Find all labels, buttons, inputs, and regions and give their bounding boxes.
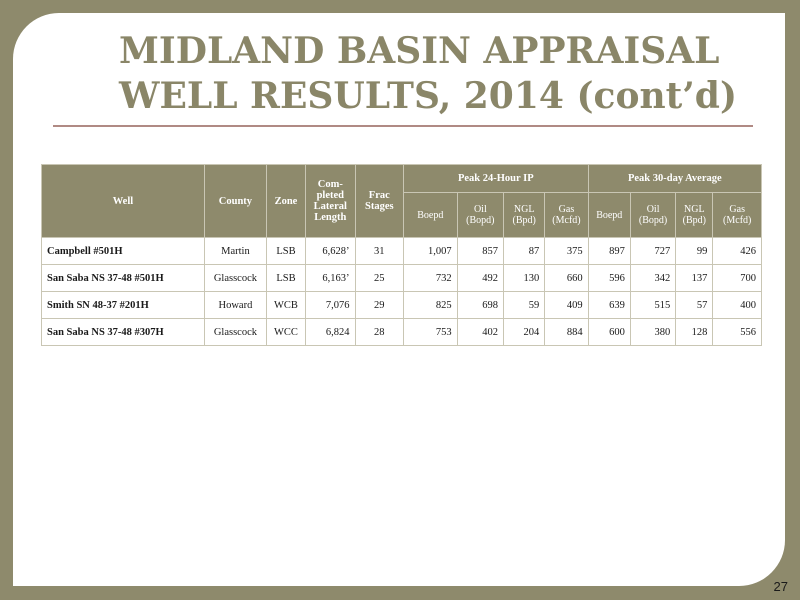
cell-ip-ngl: 59	[503, 291, 546, 319]
cell-avg-oil: 342	[629, 264, 677, 292]
slide-title: MIDLAND BASIN APPRAISAL WELL RESULTS, 20…	[119, 29, 737, 119]
cell-ip-gas: 375	[544, 237, 589, 265]
header-line: NGL	[684, 204, 705, 215]
cell-zone: LSB	[265, 264, 307, 292]
cell-avg-oil: 727	[629, 237, 677, 265]
header-lateral-length: Com- pleted Lateral Length	[305, 164, 356, 238]
cell-well: San Saba NS 37-48 #501H	[41, 264, 205, 292]
table-row: Smith SN 48-37 #201H Howard WCB 7,076 29…	[41, 291, 762, 319]
cell-county: Howard	[203, 291, 267, 319]
header-ip-oil: Oil (Bopd)	[456, 192, 505, 238]
cell-ip-oil: 698	[456, 291, 505, 319]
header-county: County	[203, 164, 267, 238]
cell-ip-gas: 884	[544, 318, 589, 346]
cell-lateral: 6,628’	[305, 237, 356, 265]
cell-avg-boepd: 639	[587, 291, 631, 319]
cell-ip-oil: 492	[456, 264, 505, 292]
header-lateral-line: Lateral	[313, 201, 347, 212]
cell-zone: WCB	[265, 291, 307, 319]
page-number: 27	[773, 579, 788, 594]
table-row: San Saba NS 37-48 #307H Glasscock WCC 6,…	[41, 318, 762, 346]
cell-well: Smith SN 48-37 #201H	[41, 291, 205, 319]
cell-avg-ngl: 128	[675, 318, 714, 346]
cell-ip-oil: 402	[456, 318, 505, 346]
header-lateral-line: Length	[314, 212, 347, 223]
table-header: Well County Zone Com- pleted Lateral Len…	[41, 164, 763, 238]
cell-lateral: 6,163’	[305, 264, 356, 292]
header-avg-boepd: Boepd	[587, 192, 631, 238]
cell-avg-oil: 380	[629, 318, 677, 346]
table-body: Campbell #501H Martin LSB 6,628’ 31 1,00…	[41, 237, 762, 346]
cell-avg-gas: 556	[712, 318, 762, 346]
table-row: San Saba NS 37-48 #501H Glasscock LSB 6,…	[41, 264, 762, 292]
cell-zone: WCC	[265, 318, 307, 346]
cell-avg-boepd: 596	[587, 264, 631, 292]
cell-ip-ngl: 130	[503, 264, 546, 292]
header-line: Oil	[473, 204, 487, 215]
header-avg-oil: Oil (Bopd)	[629, 192, 677, 238]
header-peak-30-day-average: Peak 30-day Average	[587, 164, 763, 193]
cell-avg-ngl: 57	[675, 291, 714, 319]
cell-zone: LSB	[265, 237, 307, 265]
cell-county: Glasscock	[203, 318, 267, 346]
title-divider	[53, 125, 753, 127]
cell-stages: 25	[354, 264, 405, 292]
header-line: (Mcfd)	[552, 215, 581, 226]
cell-avg-oil: 515	[629, 291, 677, 319]
cell-avg-boepd: 897	[587, 237, 631, 265]
header-ip-ngl: NGL (Bpd)	[503, 192, 546, 238]
cell-county: Martin	[203, 237, 267, 265]
header-line: (Mcfd)	[723, 215, 752, 226]
header-frac-line: Frac	[368, 190, 390, 201]
slide-title-line-1: MIDLAND BASIN APPRAISAL	[119, 30, 720, 72]
header-avg-gas: Gas (Mcfd)	[712, 192, 762, 238]
header-peak-24-hour-ip: Peak 24-Hour IP	[403, 164, 589, 193]
cell-stages: 28	[354, 318, 405, 346]
slide-title-line-2: WELL RESULTS, 2014 (cont’d)	[119, 75, 737, 117]
table-row: Campbell #501H Martin LSB 6,628’ 31 1,00…	[41, 237, 762, 265]
header-avg-ngl: NGL (Bpd)	[675, 192, 714, 238]
cell-avg-gas: 400	[712, 291, 762, 319]
header-zone: Zone	[265, 164, 307, 238]
header-frac-stages: Frac Stages	[354, 164, 405, 238]
cell-ip-boepd: 732	[403, 264, 458, 292]
cell-avg-ngl: 137	[675, 264, 714, 292]
cell-avg-ngl: 99	[675, 237, 714, 265]
cell-lateral: 6,824	[305, 318, 356, 346]
header-line: NGL	[513, 204, 535, 215]
cell-avg-boepd: 600	[587, 318, 631, 346]
header-ip-boepd: Boepd	[403, 192, 458, 238]
cell-ip-boepd: 1,007	[403, 237, 458, 265]
header-line: (Bopd)	[466, 215, 495, 226]
header-lateral-line: Com-	[317, 179, 343, 190]
cell-ip-gas: 409	[544, 291, 589, 319]
header-line: Gas	[558, 204, 575, 215]
cell-lateral: 7,076	[305, 291, 356, 319]
cell-stages: 31	[354, 237, 405, 265]
slide: MIDLAND BASIN APPRAISAL WELL RESULTS, 20…	[13, 13, 785, 586]
cell-ip-oil: 857	[456, 237, 505, 265]
cell-ip-gas: 660	[544, 264, 589, 292]
header-frac-line: Stages	[364, 201, 394, 212]
cell-ip-boepd: 825	[403, 291, 458, 319]
header-ip-gas: Gas (Mcfd)	[544, 192, 589, 238]
header-well: Well	[41, 164, 205, 238]
cell-well: San Saba NS 37-48 #307H	[41, 318, 205, 346]
cell-county: Glasscock	[203, 264, 267, 292]
well-results-table: Well County Zone Com- pleted Lateral Len…	[41, 164, 763, 346]
cell-ip-ngl: 204	[503, 318, 546, 346]
header-line: Gas	[729, 204, 745, 215]
cell-ip-boepd: 753	[403, 318, 458, 346]
cell-avg-gas: 426	[712, 237, 762, 265]
cell-well: Campbell #501H	[41, 237, 205, 265]
header-lateral-line: pleted	[316, 190, 344, 201]
cell-ip-ngl: 87	[503, 237, 546, 265]
header-line: (Bpd)	[512, 215, 536, 226]
header-line: (Bopd)	[638, 215, 668, 226]
header-line: Oil	[646, 204, 660, 215]
cell-stages: 29	[354, 291, 405, 319]
header-line: (Bpd)	[682, 215, 706, 226]
cell-avg-gas: 700	[712, 264, 762, 292]
